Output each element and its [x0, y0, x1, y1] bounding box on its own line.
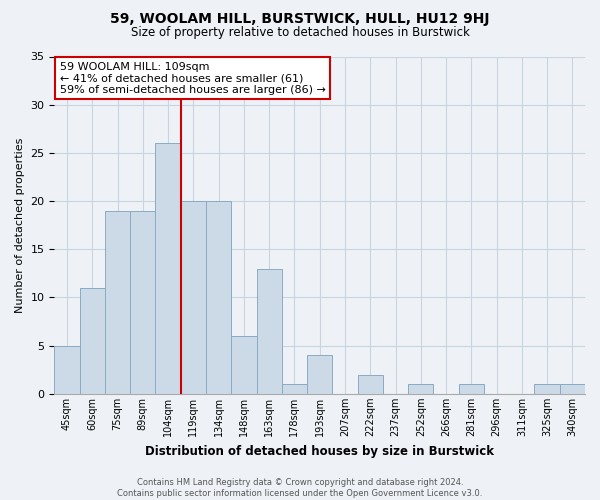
Bar [80, 288, 105, 394]
Bar [105, 210, 130, 394]
Text: 59 WOOLAM HILL: 109sqm
← 41% of detached houses are smaller (61)
59% of semi-det: 59 WOOLAM HILL: 109sqm ← 41% of detached… [60, 62, 326, 95]
Bar [257, 268, 282, 394]
Bar [206, 201, 231, 394]
Text: Size of property relative to detached houses in Burstwick: Size of property relative to detached ho… [131, 26, 469, 39]
Bar [181, 201, 206, 394]
Bar [307, 356, 332, 394]
Text: Contains HM Land Registry data © Crown copyright and database right 2024.
Contai: Contains HM Land Registry data © Crown c… [118, 478, 482, 498]
Y-axis label: Number of detached properties: Number of detached properties [15, 138, 25, 313]
Bar [458, 384, 484, 394]
Bar [282, 384, 307, 394]
Bar [408, 384, 433, 394]
Bar [155, 144, 181, 394]
Bar [231, 336, 257, 394]
Text: 59, WOOLAM HILL, BURSTWICK, HULL, HU12 9HJ: 59, WOOLAM HILL, BURSTWICK, HULL, HU12 9… [110, 12, 490, 26]
Bar [560, 384, 585, 394]
Bar [55, 346, 80, 394]
Bar [130, 210, 155, 394]
X-axis label: Distribution of detached houses by size in Burstwick: Distribution of detached houses by size … [145, 444, 494, 458]
Bar [358, 374, 383, 394]
Bar [535, 384, 560, 394]
